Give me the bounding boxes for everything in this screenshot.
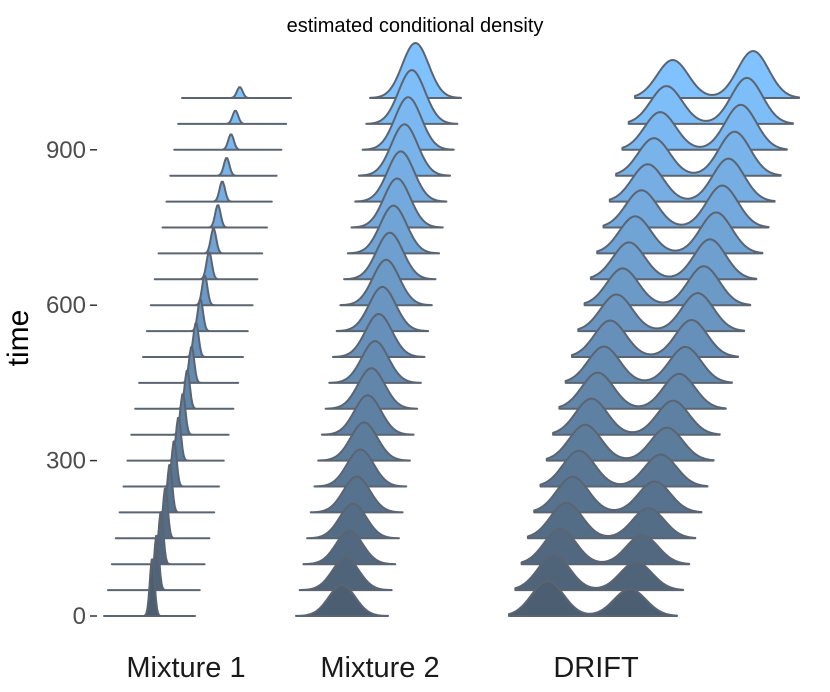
density-ridge — [583, 265, 752, 307]
density-ridge — [634, 50, 800, 99]
density-ridge — [343, 231, 437, 281]
x-category-label: Mixture 1 — [126, 652, 245, 684]
density-ridge — [295, 584, 389, 617]
y-axis-label: time — [2, 310, 35, 367]
density-ridge — [138, 345, 240, 384]
x-category-label: Mixture 2 — [320, 652, 439, 684]
density-ridge — [122, 440, 220, 488]
density-ridge — [165, 180, 273, 203]
density-ridge — [317, 421, 411, 462]
density-ridge — [627, 76, 794, 125]
y-axis: 0 300 600 900 — [46, 137, 97, 630]
ridge-group-mixture-1 — [103, 86, 292, 617]
density-ridge — [302, 529, 397, 566]
density-ridge — [354, 150, 448, 203]
density-ridge — [564, 345, 733, 384]
density-ridge — [350, 177, 444, 229]
density-ridge — [545, 423, 715, 462]
density-ridge — [571, 319, 739, 358]
density-ridge — [149, 275, 254, 307]
density-ridge — [157, 227, 264, 255]
density-ridge — [169, 157, 278, 177]
density-ridge — [306, 502, 400, 540]
y-tick-label: 600 — [46, 292, 86, 319]
density-ridge — [615, 130, 782, 177]
density-ridge — [335, 285, 430, 333]
density-ridge — [320, 394, 415, 436]
density-ridge — [361, 96, 455, 151]
density-ridge — [298, 556, 393, 592]
ridge-group-drift — [508, 50, 800, 617]
density-ridge — [526, 501, 697, 540]
density-ridge — [539, 449, 709, 488]
density-ridge — [346, 204, 441, 255]
density-ridge — [324, 367, 419, 410]
x-category-label: DRIFT — [553, 652, 639, 684]
chart-title: estimated conditional density — [287, 15, 544, 37]
density-ridge — [126, 416, 225, 462]
density-ridge — [508, 580, 678, 617]
density-ridge — [602, 184, 770, 229]
density-ridge — [173, 133, 283, 151]
density-ridge — [589, 238, 758, 281]
y-tick-label: 300 — [46, 448, 86, 475]
density-ridge — [181, 86, 292, 99]
density-ridge — [161, 204, 268, 229]
x-axis: Mixture 1 Mixture 2 DRIFT — [126, 652, 639, 684]
ridges-layer — [103, 42, 800, 617]
density-ridge — [313, 448, 408, 488]
density-ridge — [134, 369, 235, 410]
density-ridge — [103, 558, 196, 617]
density-ridge — [552, 397, 721, 436]
density-ridge — [621, 103, 788, 151]
density-ridge — [596, 211, 764, 255]
density-ridge — [142, 322, 244, 358]
density-ridge — [177, 109, 288, 125]
density-ridge — [365, 69, 459, 125]
density-ridge — [130, 393, 230, 436]
density-ridge — [153, 251, 259, 281]
density-ridge — [608, 157, 776, 203]
density-ridge — [533, 475, 703, 514]
y-tick-label: 900 — [46, 137, 86, 164]
density-ridge — [357, 123, 452, 177]
density-ridge — [328, 340, 422, 384]
y-tick-label: 0 — [73, 603, 86, 630]
ridge-group-mixture-2 — [295, 42, 462, 617]
density-ridge — [514, 553, 685, 592]
density-ridge — [145, 298, 249, 333]
density-ridge — [339, 258, 433, 307]
density-ridge — [577, 292, 746, 333]
density-ridge — [332, 313, 426, 358]
density-ridge — [369, 42, 462, 99]
density-ridge — [309, 475, 404, 514]
density-ridge — [558, 371, 727, 410]
density-ridge — [520, 527, 691, 566]
